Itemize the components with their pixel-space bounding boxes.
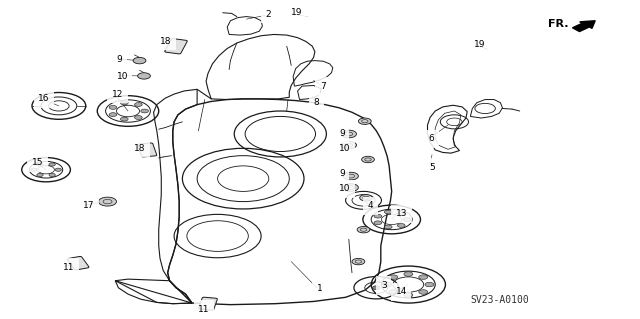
Circle shape	[49, 163, 56, 166]
FancyBboxPatch shape	[198, 297, 218, 310]
Circle shape	[360, 195, 372, 201]
Circle shape	[357, 226, 370, 233]
Circle shape	[141, 109, 148, 113]
Text: 18: 18	[160, 37, 172, 46]
Circle shape	[383, 282, 392, 287]
Text: 19: 19	[474, 40, 485, 49]
Text: 10: 10	[339, 184, 351, 193]
FancyBboxPatch shape	[67, 256, 89, 270]
Circle shape	[419, 290, 428, 294]
Circle shape	[109, 106, 117, 109]
Text: 16: 16	[38, 94, 50, 103]
Circle shape	[352, 258, 365, 265]
Circle shape	[362, 156, 374, 163]
Circle shape	[358, 118, 371, 124]
Text: 9: 9	[116, 55, 122, 63]
FancyArrow shape	[573, 21, 595, 32]
Text: 6: 6	[429, 134, 435, 143]
Circle shape	[109, 113, 117, 116]
Text: 9: 9	[339, 169, 345, 178]
Circle shape	[134, 115, 142, 119]
Text: 2: 2	[266, 10, 271, 19]
Circle shape	[389, 290, 398, 294]
Text: SV23-A0100: SV23-A0100	[470, 295, 529, 306]
Text: 10: 10	[116, 72, 128, 81]
Text: 13: 13	[396, 209, 407, 218]
Circle shape	[419, 275, 428, 279]
Circle shape	[372, 286, 380, 290]
Circle shape	[341, 141, 356, 149]
Circle shape	[385, 225, 392, 229]
Circle shape	[404, 272, 413, 276]
Text: 8: 8	[314, 98, 319, 107]
Circle shape	[134, 103, 142, 107]
Circle shape	[99, 197, 116, 206]
Text: 17: 17	[83, 201, 95, 210]
Text: FR.: FR.	[548, 19, 568, 29]
Circle shape	[120, 117, 128, 121]
Circle shape	[385, 210, 392, 214]
FancyBboxPatch shape	[164, 39, 188, 54]
Circle shape	[374, 221, 381, 225]
Circle shape	[343, 172, 358, 180]
Text: 1: 1	[317, 284, 323, 293]
Text: 14: 14	[396, 287, 407, 296]
Text: 9: 9	[339, 130, 345, 138]
Text: 7: 7	[320, 82, 326, 91]
Circle shape	[133, 57, 146, 64]
Text: 15: 15	[32, 158, 44, 167]
Text: 11: 11	[63, 263, 74, 272]
Circle shape	[138, 73, 150, 79]
Circle shape	[31, 168, 37, 171]
Text: 18: 18	[134, 144, 146, 153]
Circle shape	[341, 130, 356, 138]
Text: 19: 19	[291, 8, 303, 17]
Circle shape	[425, 282, 434, 287]
Text: 12: 12	[112, 90, 124, 99]
Circle shape	[403, 218, 411, 221]
Text: 3: 3	[381, 281, 387, 290]
FancyBboxPatch shape	[138, 143, 157, 157]
Circle shape	[49, 173, 56, 176]
Circle shape	[120, 101, 128, 105]
Circle shape	[389, 275, 398, 279]
Circle shape	[343, 184, 358, 191]
Circle shape	[397, 211, 405, 215]
Text: 4: 4	[368, 201, 374, 210]
Text: 11: 11	[198, 305, 210, 314]
Circle shape	[374, 214, 381, 218]
Circle shape	[397, 224, 405, 227]
Text: 10: 10	[339, 144, 351, 153]
Circle shape	[404, 293, 413, 297]
Text: 5: 5	[429, 163, 435, 172]
Circle shape	[55, 168, 61, 171]
Circle shape	[36, 163, 44, 166]
Circle shape	[36, 173, 43, 176]
